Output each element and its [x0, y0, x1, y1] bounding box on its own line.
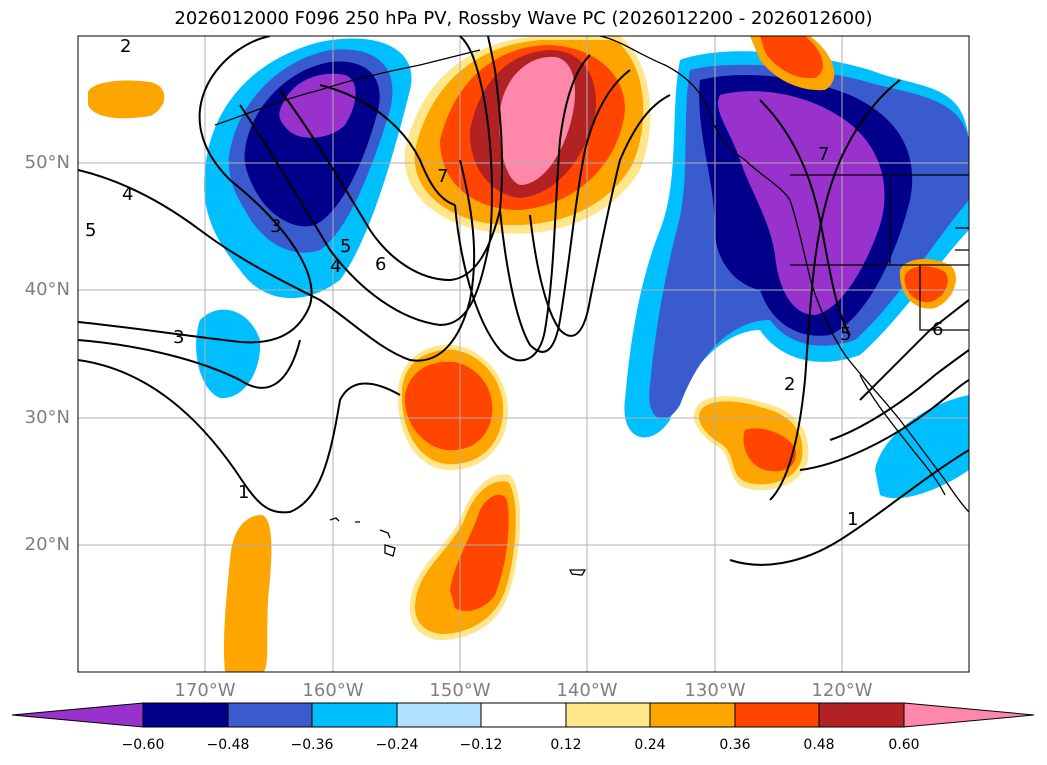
pos-anomaly-nw-small: [88, 80, 165, 119]
pos-anomaly-ridge-peak: [499, 56, 575, 185]
colorbar: [11, 702, 1035, 728]
map-frame: [77, 35, 970, 673]
pv-contour-5: [239, 36, 493, 327]
pos-anomaly-south-core: [450, 494, 509, 612]
lon-label: 120°W: [811, 680, 873, 701]
colorbar-segment: [142, 702, 229, 728]
neg-anomaly-mexico: [875, 395, 969, 499]
clipperton-island: [568, 569, 587, 576]
pv-contour-3-east: [799, 379, 969, 471]
pv-contour-7: [319, 84, 456, 206]
colorbar-segment: [311, 702, 398, 728]
contour-label: 2: [120, 36, 131, 57]
contour-label: 7: [437, 166, 448, 187]
contour-label: 5: [340, 236, 351, 257]
pv-contour-1-east: [729, 449, 969, 566]
colorbar-segment: [734, 702, 820, 728]
colorbar-tick: 0.60: [888, 737, 920, 753]
colorbar-tick: −0.60: [121, 737, 165, 753]
pv-contour-6: [279, 36, 504, 282]
colorbar-segment: [396, 702, 482, 728]
colorbar-tick: −0.24: [375, 737, 419, 753]
pv-contours: [78, 36, 969, 566]
anomaly-field: [88, 36, 969, 672]
pv-contour-2-west: [78, 339, 301, 389]
pv-contour-1-west: [78, 359, 401, 514]
pv-trough-wall-3: [529, 94, 671, 337]
contour-label: 5: [85, 220, 96, 241]
pos-anomaly-central-core: [404, 361, 493, 451]
colorbar-segment: [480, 702, 567, 728]
pv-trough-wall-2: [499, 69, 631, 353]
pos-anomaly-rockies-core: [904, 266, 948, 303]
colorbar-tick: −0.12: [459, 737, 503, 753]
contour-label: 3: [270, 216, 281, 237]
baja-coast: [859, 374, 946, 496]
north-america-coast: [789, 199, 969, 513]
lat-label: 20°N: [24, 534, 70, 555]
contour-label: 2: [784, 374, 795, 395]
contour-label: 6: [375, 254, 386, 275]
pv-trough-wall-1: [454, 54, 591, 362]
contour-label: 6: [932, 319, 943, 340]
contour-label: 3: [173, 327, 184, 348]
state-borders: [790, 174, 969, 331]
neg-anomaly-w: [196, 309, 261, 399]
pv-contour-7-east: [759, 99, 851, 336]
pv-contour-4-west: [78, 159, 476, 362]
contour-label: 5: [840, 324, 851, 345]
contour-label: 1: [238, 482, 249, 503]
pv-contour-5-east: [829, 349, 969, 441]
pv-contour-2-east: [769, 79, 901, 501]
contour-label: 7: [818, 144, 829, 165]
colorbar-tick: 0.36: [719, 737, 751, 753]
colorbar-tick: 0.24: [634, 737, 666, 753]
colorbar-segment: [903, 702, 1035, 728]
colorbar-tick: −0.36: [290, 737, 334, 753]
lon-label: 160°W: [302, 680, 364, 701]
coastlines: [214, 36, 969, 576]
lon-label: 170°W: [174, 680, 236, 701]
lat-label: 30°N: [24, 407, 70, 428]
colorbar-segment: [11, 702, 144, 728]
pv-contour-6-east: [859, 299, 969, 401]
colorbar-segment: [818, 702, 905, 728]
lon-label: 130°W: [684, 680, 746, 701]
pv-contour-3-west: [78, 36, 313, 344]
lat-label: 50°N: [24, 152, 70, 173]
colorbar-segment: [649, 702, 736, 728]
lat-label: 40°N: [24, 279, 70, 300]
neg-anomaly-trough-peak: [718, 91, 885, 315]
aleutian-islands: [214, 49, 481, 126]
pos-anomaly-dateline: [223, 515, 272, 672]
contour-label: 4: [122, 184, 133, 205]
contour-labels: 2 4 5 3 5 4 6 7 3 1 2 1 7 5 6: [85, 36, 943, 530]
colorbar-tick: −0.48: [206, 737, 250, 753]
colorbar-segment: [565, 702, 651, 728]
pos-anomaly-california-core: [743, 428, 796, 472]
lon-label: 140°W: [556, 680, 618, 701]
alaska-coast: [599, 36, 791, 201]
hawaii-islands: [329, 517, 396, 557]
contour-label: 4: [330, 256, 341, 277]
colorbar-tick: 0.12: [550, 737, 582, 753]
map-title: 2026012000 F096 250 hPa PV, Rossby Wave …: [174, 8, 873, 29]
lon-label: 150°W: [429, 680, 491, 701]
colorbar-segment: [227, 702, 313, 728]
contour-label: 1: [847, 509, 858, 530]
pos-anomaly-alaska-top-core: [760, 36, 823, 79]
colorbar-tick: 0.48: [803, 737, 835, 753]
